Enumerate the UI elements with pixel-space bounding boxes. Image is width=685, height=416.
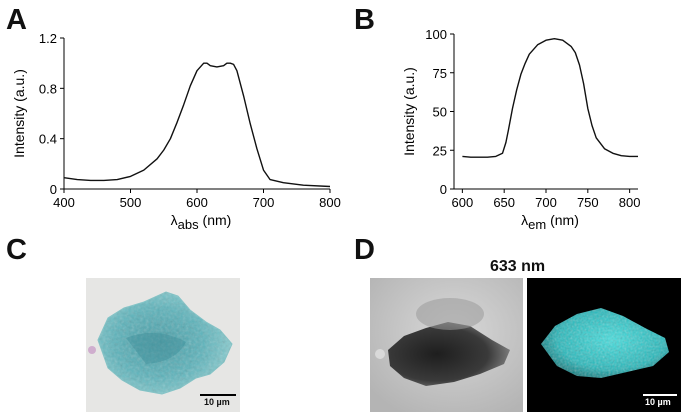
y-axis-label: Intensity (a.u.) (11, 69, 27, 158)
x-tick-label: 700 (253, 195, 275, 210)
y-tick-label: 50 (433, 105, 447, 120)
emission-chart: 600 650 700 750 800 0 25 50 75 100 Intensity (a.u.… (401, 27, 641, 232)
y-tick-label: 25 (433, 143, 447, 158)
x-tick-label: 600 (452, 195, 474, 210)
fluorescence-particle-image (527, 278, 681, 412)
x-tick-label: 600 (186, 195, 208, 210)
brightfield-particle-image (370, 278, 523, 412)
micrograph-brightfield-c: 10 µm (86, 278, 240, 412)
panel-letter-b: B (354, 4, 375, 36)
micrograph-brightfield-d (370, 278, 523, 412)
scale-bar-label-d: 10 µm (645, 397, 671, 407)
y-tick-label: 0 (50, 182, 57, 197)
particle-image (86, 278, 240, 412)
y-tick-label: 0.8 (39, 81, 57, 96)
x-axis-label: λabs (nm) (171, 212, 232, 232)
spectrum-line (63, 62, 331, 188)
x-axis-label: λem (nm) (521, 212, 579, 232)
y-tick-label: 75 (433, 66, 447, 81)
x-tick-label: 750 (577, 195, 599, 210)
absorption-chart: 400 500 600 700 800 0 0.4 0.8 1.2 Intensity (a.u.… (11, 31, 341, 232)
scale-bar-d (643, 394, 677, 396)
panel-letter-a: A (6, 4, 27, 36)
y-tick-label: 100 (425, 27, 447, 42)
y-tick-label: 1.2 (39, 31, 57, 46)
panel-letter-c: C (6, 234, 27, 266)
y-tick-label: 0 (440, 182, 447, 197)
x-tick-label: 800 (619, 195, 641, 210)
scale-bar-label-c: 10 µm (204, 397, 230, 407)
panel-letter-d: D (354, 234, 375, 266)
x-tick-label: 500 (120, 195, 142, 210)
x-tick-label: 700 (535, 195, 557, 210)
x-tick-label: 400 (53, 195, 75, 210)
scale-bar-c (200, 394, 236, 396)
micrograph-fluorescence-d: 10 µm (527, 278, 681, 412)
panel-d-heading: 633 nm (490, 258, 546, 275)
x-tick-label: 650 (493, 195, 515, 210)
y-tick-label: 0.4 (39, 132, 57, 147)
x-tick-label: 800 (319, 195, 341, 210)
y-axis-label: Intensity (a.u.) (401, 67, 417, 156)
spectrum-line (462, 38, 638, 158)
